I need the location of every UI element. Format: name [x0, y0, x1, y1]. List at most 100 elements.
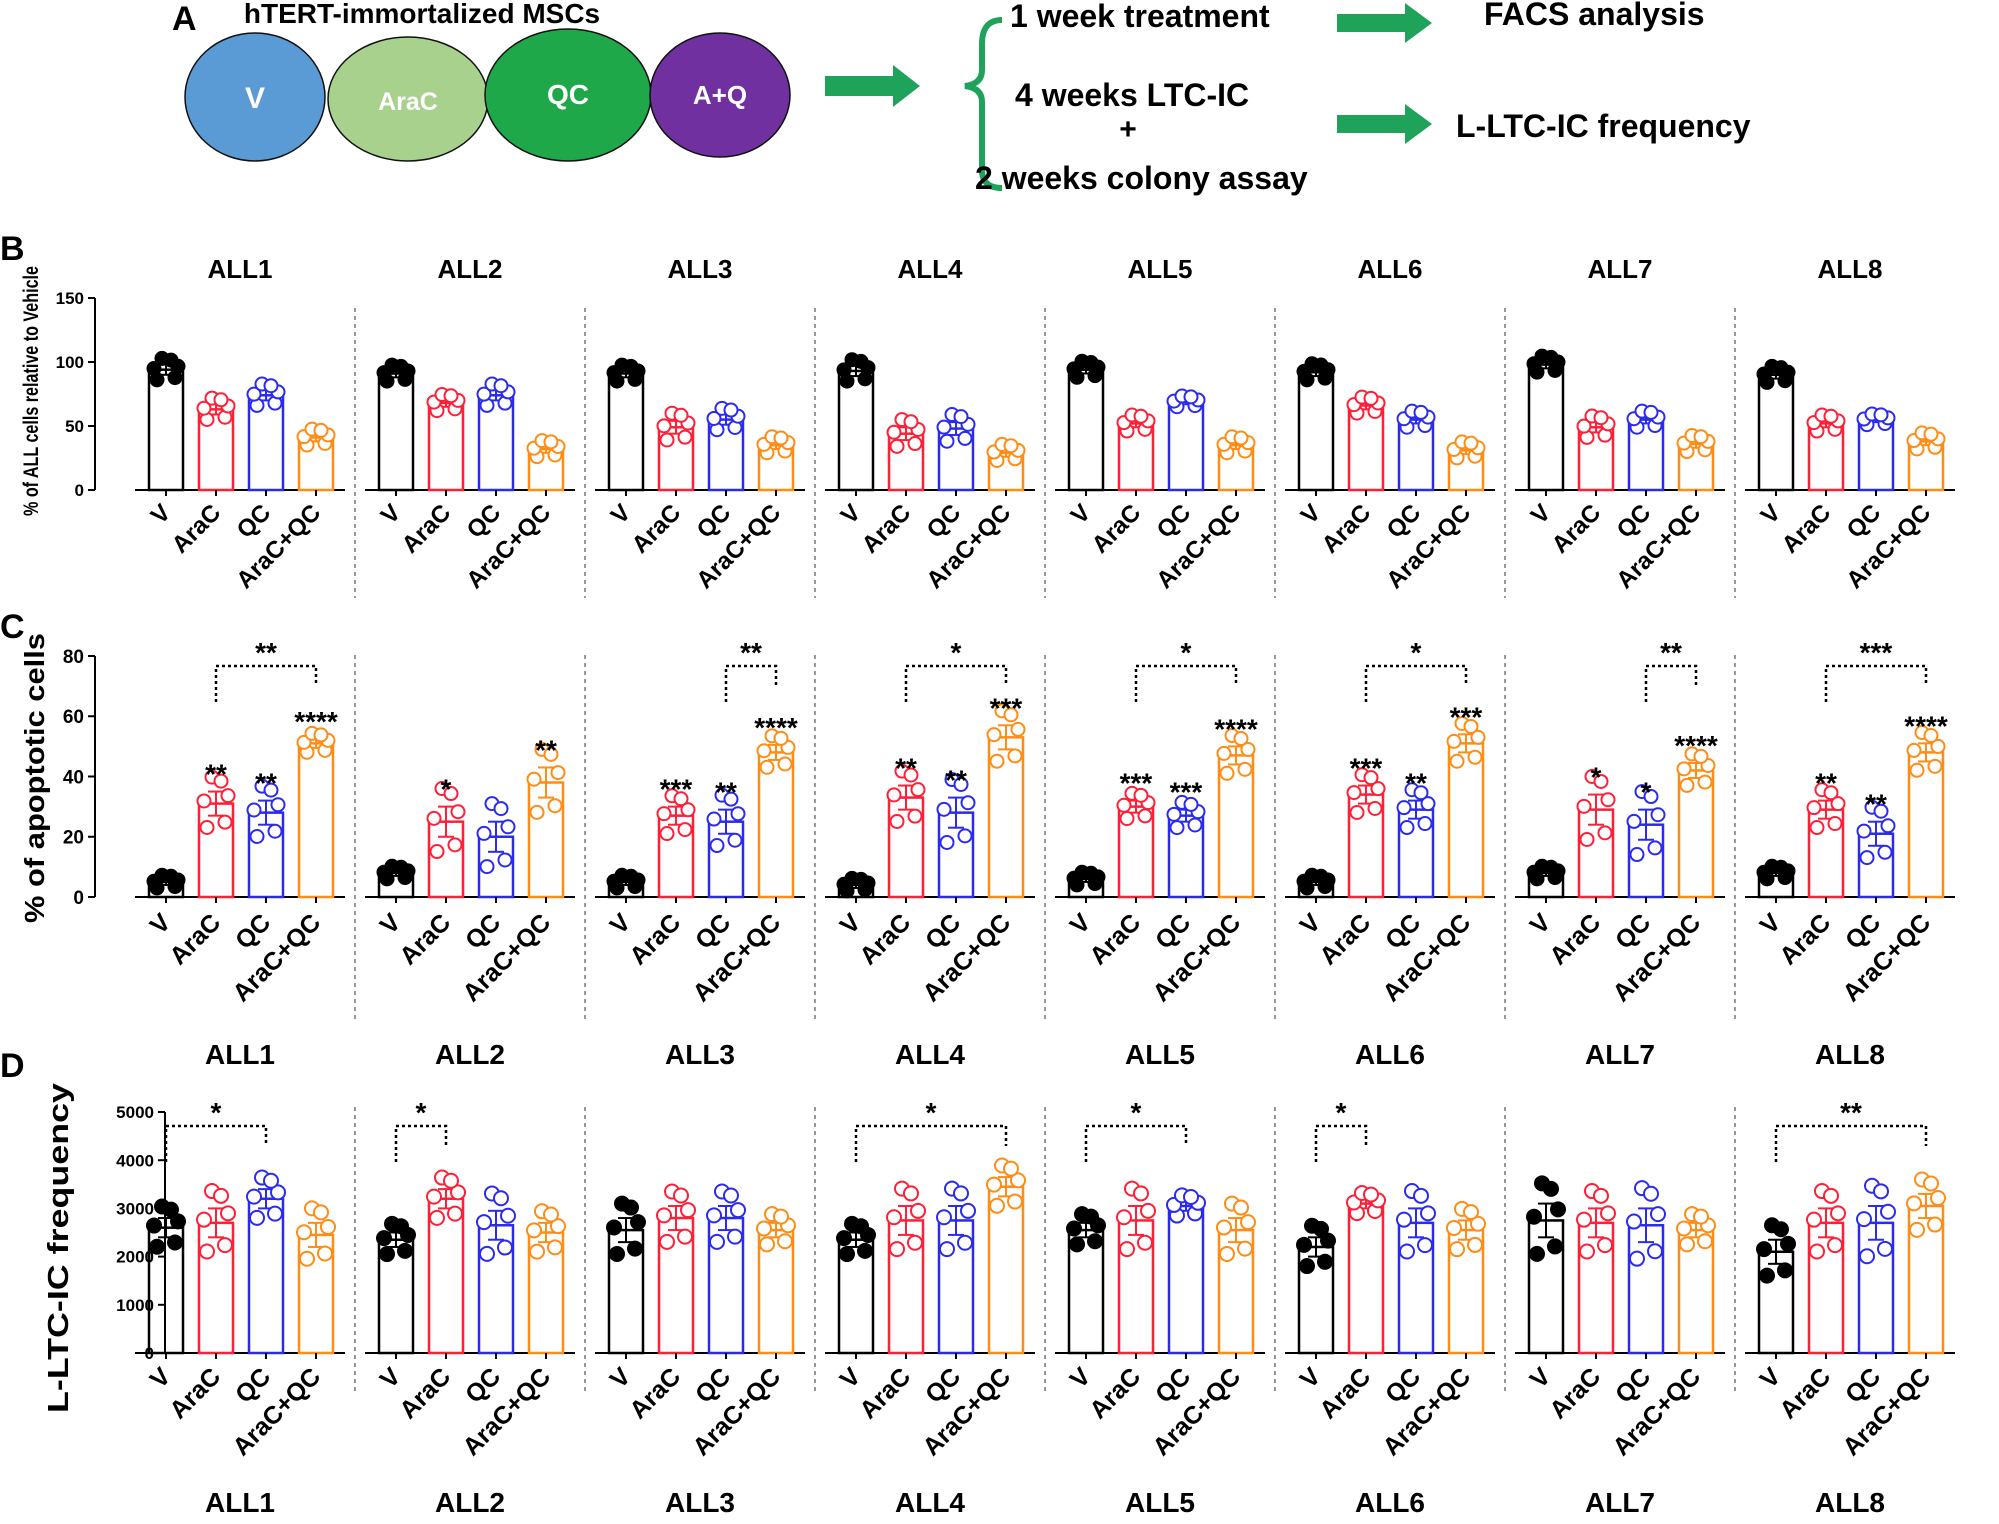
cell-label-v: V — [245, 82, 265, 115]
data-point — [220, 788, 236, 804]
data-point — [450, 1184, 466, 1201]
data-point — [547, 798, 563, 814]
data-point — [429, 844, 445, 860]
data-point — [493, 378, 509, 394]
x-tick-label: V — [375, 908, 407, 940]
significance-stars: **** — [1904, 710, 1948, 741]
brace-icon — [964, 17, 1003, 191]
data-point — [1579, 831, 1595, 847]
data-point — [146, 1217, 162, 1234]
data-point — [1119, 1241, 1135, 1258]
data-point — [656, 806, 672, 822]
group-label: ALL8 — [1818, 254, 1883, 284]
data-point — [313, 727, 329, 743]
significance-stars: ** — [895, 753, 917, 784]
significance-stars: *** — [990, 692, 1023, 723]
data-point — [673, 791, 689, 807]
data-point — [1349, 804, 1365, 820]
data-point — [500, 819, 516, 835]
data-point — [957, 828, 973, 844]
y-tick-label: 5000 — [116, 1103, 154, 1122]
data-point — [910, 782, 926, 798]
data-point — [529, 804, 545, 820]
bar-panels: B 0 50 100 150 % of ALL cells relative to Veh… — [0, 230, 1955, 1518]
panel-label: C — [0, 608, 25, 646]
data-point — [1576, 1211, 1592, 1228]
data-point — [773, 730, 789, 746]
x-tick-label: V — [605, 1362, 637, 1394]
x-tick-label: V — [146, 499, 176, 529]
arrow-icon — [825, 65, 920, 107]
bracket-stars: ** — [255, 637, 277, 668]
data-point — [1133, 408, 1149, 424]
data-point — [497, 852, 513, 868]
data-point — [429, 1209, 445, 1226]
data-point — [213, 392, 229, 408]
data-point — [706, 1207, 722, 1224]
cell-ellipse-aq — [649, 32, 791, 158]
data-point — [1313, 1220, 1329, 1237]
data-point — [246, 386, 262, 402]
data-point — [426, 1188, 442, 1205]
x-tick-label: AraC — [394, 1362, 456, 1424]
data-point — [1543, 859, 1559, 875]
data-point — [397, 1242, 413, 1259]
data-point — [296, 1224, 312, 1241]
x-tick-label: AraC — [1544, 1362, 1606, 1424]
data-point — [1579, 1243, 1595, 1260]
significance-stars: **** — [754, 712, 798, 743]
data-point — [1576, 418, 1592, 434]
bar — [377, 372, 415, 492]
data-point — [1827, 1237, 1843, 1254]
data-point — [1600, 1205, 1616, 1222]
x-tick-label: AraC — [1087, 499, 1147, 559]
data-point — [1526, 1208, 1542, 1225]
data-point — [1119, 811, 1135, 827]
data-point — [1346, 785, 1362, 801]
bracket-stars: * — [211, 1097, 222, 1128]
data-point — [443, 786, 459, 802]
comparison-bracket — [1134, 664, 1238, 702]
data-point — [479, 859, 495, 875]
data-point — [270, 797, 286, 813]
data-point — [1773, 859, 1789, 875]
data-point — [1233, 430, 1249, 446]
comparison-bracket — [214, 664, 318, 702]
data-point — [1756, 1241, 1772, 1258]
data-point — [1399, 820, 1415, 836]
x-tick-label: V — [376, 499, 406, 529]
data-point — [1367, 800, 1383, 816]
data-point — [1166, 806, 1182, 822]
data-point — [267, 823, 283, 839]
data-point — [1399, 1243, 1415, 1260]
x-tick-label: AraC — [854, 908, 916, 970]
panel-a-label: A — [172, 0, 197, 38]
data-point — [1906, 742, 1922, 758]
data-point — [1413, 1187, 1429, 1204]
data-point — [1396, 800, 1412, 816]
significance-stars: *** — [660, 774, 693, 805]
data-point — [1449, 1241, 1465, 1258]
data-point — [1467, 749, 1483, 765]
data-point — [1650, 807, 1666, 823]
x-tick-label: V — [1756, 499, 1786, 529]
x-tick-label: V — [835, 908, 867, 940]
data-point — [1880, 1203, 1896, 1220]
data-point — [907, 808, 923, 824]
bracket-stars: *** — [1860, 637, 1893, 668]
y-tick-label: 0 — [75, 481, 84, 500]
y-tick-label: 4000 — [116, 1151, 154, 1170]
y-tick-label: 80 — [63, 647, 84, 668]
x-tick-label: AraC — [167, 499, 227, 559]
data-point — [320, 1218, 336, 1235]
data-point — [526, 1222, 542, 1239]
significance-stars: **** — [294, 706, 338, 737]
data-point — [1233, 731, 1249, 747]
data-point — [727, 832, 743, 848]
data-point — [706, 410, 722, 426]
